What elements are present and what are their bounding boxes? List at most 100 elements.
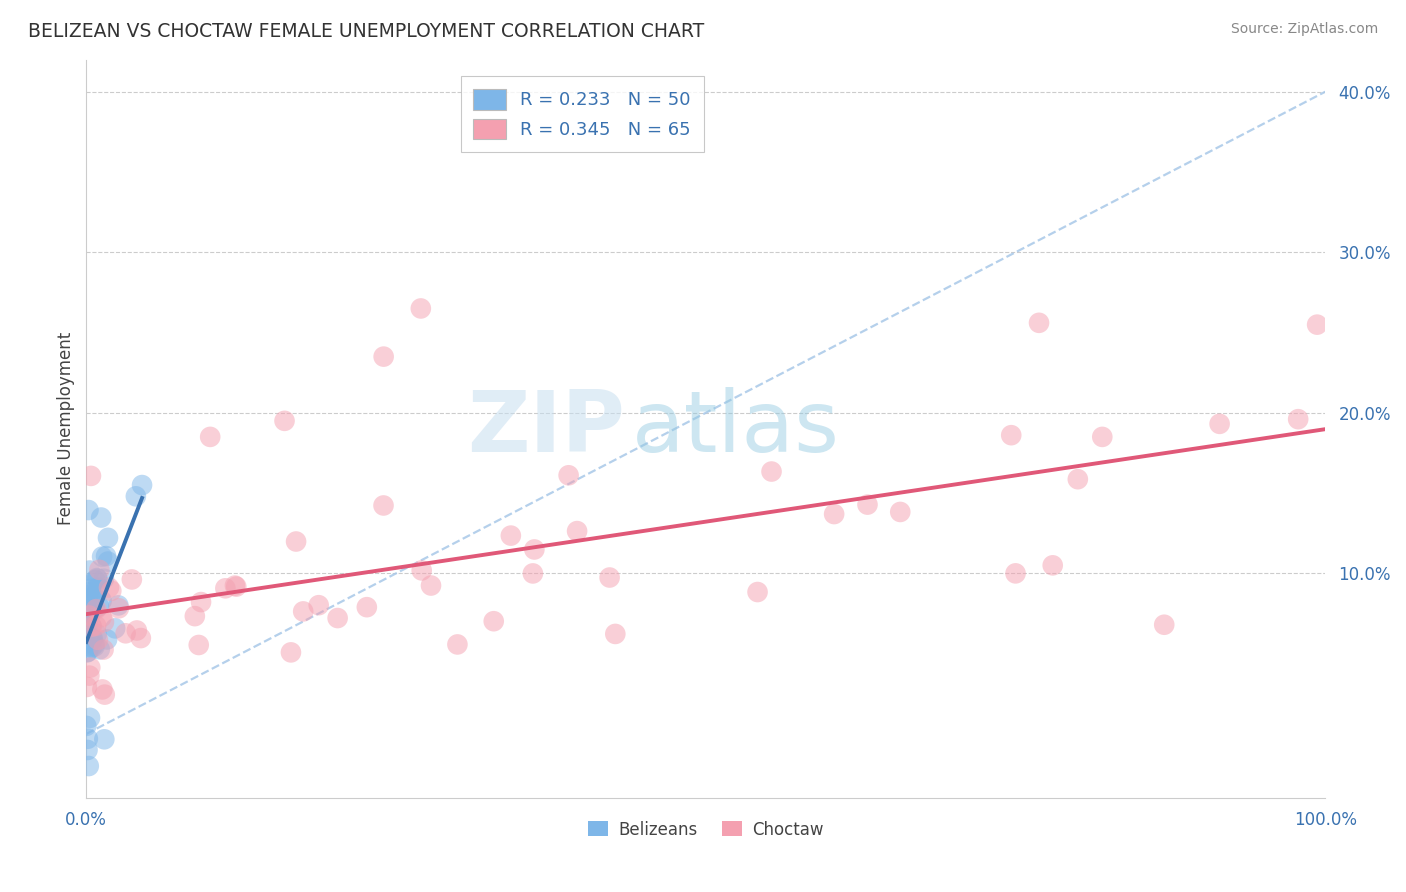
Point	[77, 608, 100, 623]
Point	[411, 563, 433, 577]
Point	[94, 549, 117, 563]
Text: ZIP: ZIP	[468, 387, 626, 470]
Point	[420, 578, 443, 592]
Point	[225, 580, 247, 594]
Point	[198, 430, 221, 444]
Point	[76, 591, 98, 605]
Point	[747, 585, 769, 599]
Point	[76, 743, 98, 757]
Point	[131, 478, 153, 492]
Point	[224, 578, 246, 592]
Point	[89, 642, 111, 657]
Point	[1067, 472, 1090, 486]
Point	[76, 680, 98, 694]
Point	[79, 582, 101, 596]
Point	[856, 498, 879, 512]
Point	[125, 624, 148, 638]
Point	[77, 585, 100, 599]
Point	[79, 607, 101, 622]
Point	[1091, 430, 1114, 444]
Point	[97, 581, 120, 595]
Point	[187, 638, 209, 652]
Point	[446, 637, 468, 651]
Point	[87, 632, 110, 647]
Point	[91, 549, 114, 564]
Point	[76, 604, 98, 618]
Point	[86, 571, 108, 585]
Point	[79, 640, 101, 654]
Point	[1286, 412, 1309, 426]
Point	[557, 468, 579, 483]
Point	[80, 469, 103, 483]
Point	[76, 614, 98, 628]
Point	[280, 645, 302, 659]
Point	[308, 598, 330, 612]
Point	[76, 602, 98, 616]
Point	[80, 640, 103, 655]
Point	[76, 612, 98, 626]
Point	[83, 637, 105, 651]
Point	[499, 528, 522, 542]
Point	[80, 620, 103, 634]
Point	[356, 600, 378, 615]
Point	[482, 614, 505, 628]
Point	[84, 602, 107, 616]
Point	[90, 610, 112, 624]
Point	[93, 732, 115, 747]
Point	[84, 619, 107, 633]
Point	[79, 711, 101, 725]
Point	[83, 601, 105, 615]
Point	[409, 301, 432, 316]
Point	[77, 759, 100, 773]
Point	[326, 611, 349, 625]
Point	[79, 564, 101, 578]
Point	[76, 645, 98, 659]
Point	[129, 631, 152, 645]
Point	[184, 609, 207, 624]
Point	[83, 589, 105, 603]
Point	[373, 499, 395, 513]
Point	[125, 489, 148, 503]
Point	[214, 582, 236, 596]
Point	[77, 645, 100, 659]
Point	[107, 599, 129, 613]
Point	[108, 601, 131, 615]
Point	[91, 682, 114, 697]
Point	[97, 531, 120, 545]
Point	[82, 632, 104, 647]
Point	[83, 591, 105, 605]
Text: atlas: atlas	[631, 387, 839, 470]
Point	[93, 642, 115, 657]
Point	[83, 640, 105, 654]
Point	[100, 583, 122, 598]
Point	[90, 510, 112, 524]
Point	[86, 572, 108, 586]
Point	[76, 618, 98, 632]
Point	[761, 465, 783, 479]
Point	[86, 627, 108, 641]
Point	[285, 534, 308, 549]
Point	[96, 632, 118, 647]
Point	[1000, 428, 1022, 442]
Point	[93, 572, 115, 586]
Point	[84, 573, 107, 587]
Point	[79, 668, 101, 682]
Point	[90, 593, 112, 607]
Point	[1028, 316, 1050, 330]
Point	[522, 566, 544, 581]
Text: Source: ZipAtlas.com: Source: ZipAtlas.com	[1230, 22, 1378, 37]
Point	[190, 595, 212, 609]
Point	[76, 731, 98, 746]
Point	[82, 630, 104, 644]
Point	[1306, 318, 1329, 332]
Point	[599, 570, 621, 584]
Point	[889, 505, 911, 519]
Point	[97, 555, 120, 569]
Point	[76, 589, 98, 603]
Point	[121, 573, 143, 587]
Point	[1153, 617, 1175, 632]
Point	[373, 350, 395, 364]
Point	[94, 688, 117, 702]
Point	[1042, 558, 1064, 573]
Point	[523, 542, 546, 557]
